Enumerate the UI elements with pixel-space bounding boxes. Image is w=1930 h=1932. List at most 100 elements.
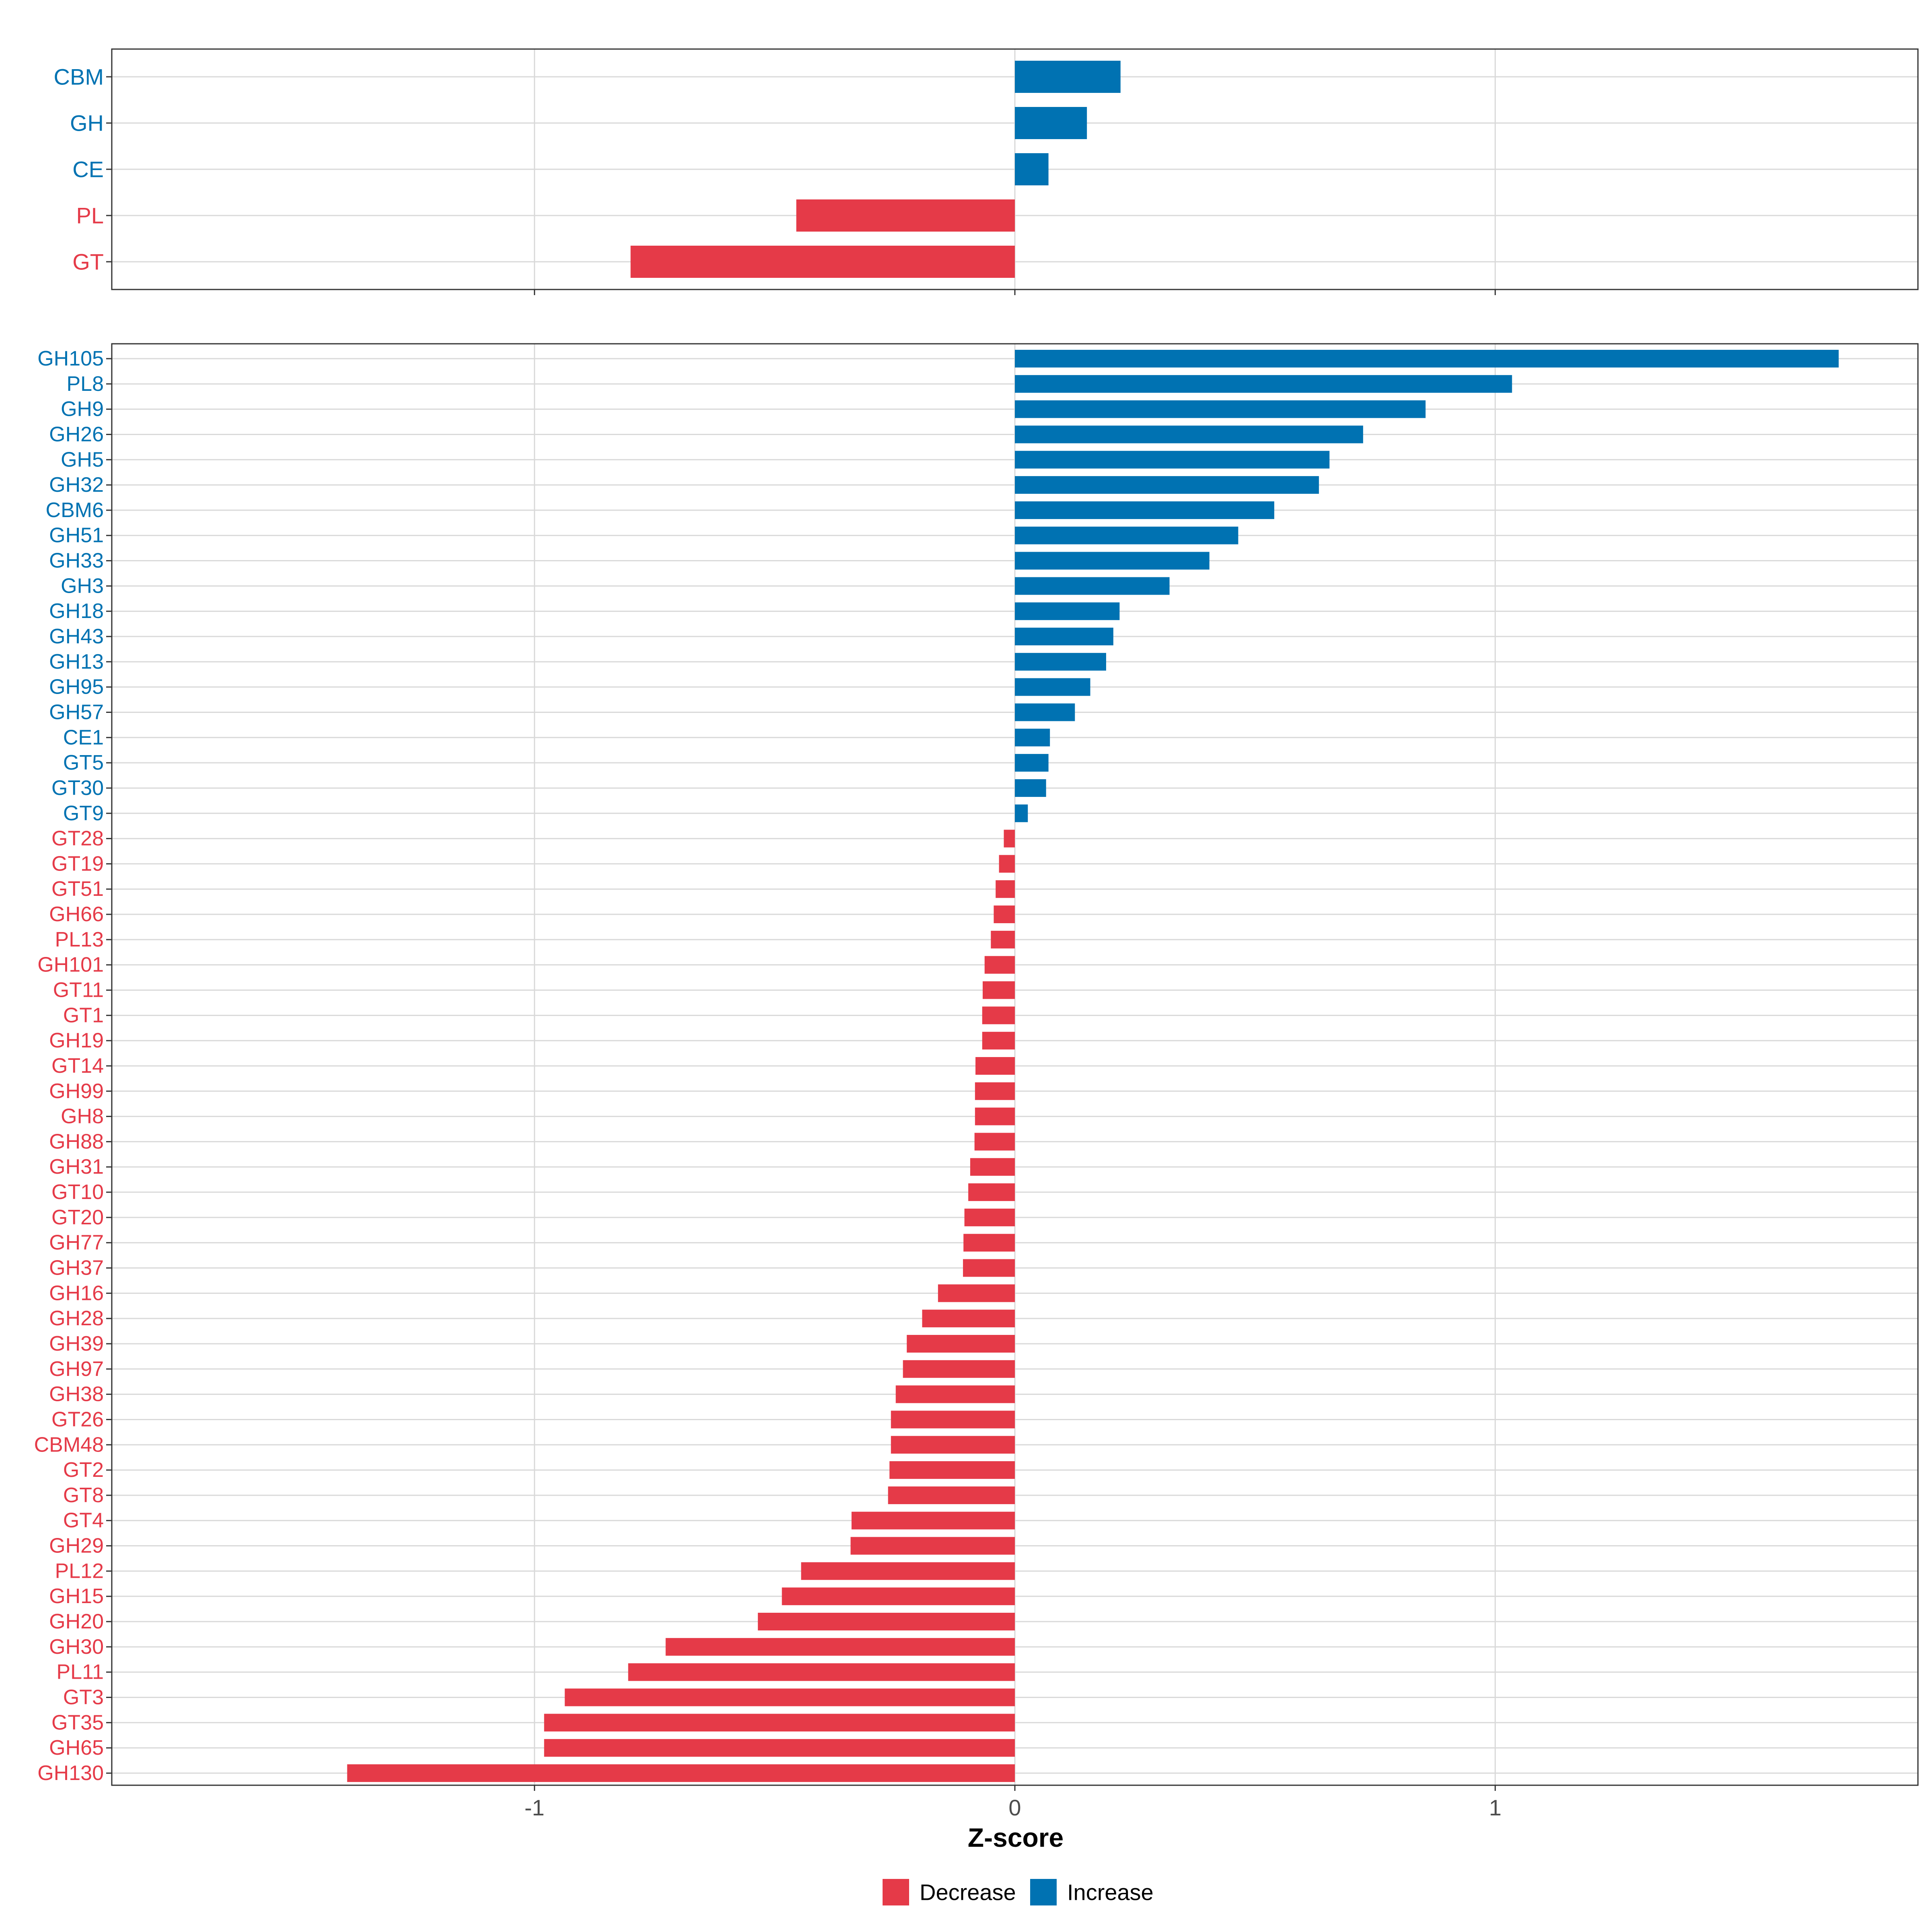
legend-key-increase	[1030, 1879, 1057, 1905]
bar-gt10	[968, 1183, 1015, 1201]
bar-gt5	[1015, 754, 1049, 772]
category-label: GH8	[61, 1105, 104, 1128]
category-label: GT28	[51, 827, 104, 850]
bar-gh9	[1015, 400, 1426, 418]
bar-pl12	[801, 1562, 1015, 1580]
category-label: GH26	[49, 423, 104, 446]
bar-ce	[1015, 153, 1049, 185]
bar-gh13	[1015, 653, 1106, 671]
bar-gt28	[1004, 829, 1015, 848]
bar-ce1	[1015, 729, 1050, 747]
x-axis: -1 0 1	[524, 1795, 1501, 1820]
bar-cbm6	[1015, 501, 1275, 519]
category-label: GH38	[49, 1383, 104, 1406]
bar-gh66	[994, 905, 1015, 924]
category-label: GH5	[61, 448, 104, 471]
category-label: GH31	[49, 1155, 104, 1178]
category-label: GT5	[63, 751, 104, 774]
category-label: GH95	[49, 675, 104, 699]
bar-pl	[796, 199, 1015, 232]
category-label: PL11	[56, 1661, 104, 1684]
bar-gh101	[984, 956, 1015, 974]
category-label: GH33	[49, 549, 104, 573]
category-label: GH88	[49, 1130, 104, 1153]
category-label: GH28	[49, 1307, 104, 1330]
category-label: CE1	[63, 726, 104, 749]
bar-gh130	[347, 1764, 1015, 1782]
category-label: GH32	[49, 473, 104, 497]
bar-gt51	[996, 880, 1015, 898]
category-label: GT2	[63, 1458, 104, 1482]
category-label: GH101	[37, 953, 104, 977]
bar-gh3	[1015, 577, 1170, 595]
x-tick-label: -1	[524, 1795, 544, 1820]
bar-cbm48	[891, 1436, 1015, 1454]
bar-pl13	[991, 930, 1015, 949]
bar-gh19	[982, 1032, 1015, 1050]
bar-gt26	[891, 1411, 1015, 1429]
category-label: GT30	[51, 776, 104, 800]
bar-gt3	[565, 1688, 1015, 1706]
bar-gh20	[758, 1613, 1015, 1630]
bar-gh105	[1015, 350, 1839, 368]
bar-pl8	[1015, 375, 1512, 393]
bar-gt	[630, 246, 1015, 278]
category-label: GH29	[49, 1534, 104, 1558]
bar-gh29	[850, 1537, 1015, 1555]
category-label: GH77	[49, 1231, 104, 1254]
category-label: CE	[72, 157, 104, 182]
bar-gt35	[544, 1714, 1015, 1732]
category-label: PL	[76, 203, 104, 228]
legend-key-decrease	[883, 1879, 909, 1905]
category-label: GT9	[63, 802, 104, 825]
category-label: GH97	[49, 1357, 104, 1381]
bar-gh5	[1015, 451, 1330, 469]
bar-gt9	[1015, 804, 1028, 822]
category-label: CBM	[54, 64, 104, 90]
category-label: GH9	[61, 398, 104, 421]
bar-gh30	[665, 1638, 1015, 1656]
category-label: GH66	[49, 903, 104, 926]
bar-gh8	[975, 1107, 1015, 1125]
x-tick-label: 1	[1489, 1795, 1501, 1820]
bar-gh57	[1015, 703, 1075, 721]
category-label: GH39	[49, 1332, 104, 1355]
bar-gh51	[1015, 526, 1238, 544]
category-label: PL12	[55, 1559, 104, 1583]
bar-gt14	[975, 1057, 1015, 1075]
bar-gh16	[938, 1284, 1015, 1302]
bar-gh88	[974, 1133, 1015, 1151]
x-tick-label: 0	[1008, 1795, 1021, 1820]
category-label: GT14	[51, 1054, 104, 1078]
bar-gh65	[544, 1739, 1015, 1757]
legend: Decrease Increase	[883, 1879, 1154, 1905]
x-axis-title: Z-score	[968, 1823, 1064, 1852]
bar-gh28	[922, 1310, 1015, 1328]
category-label: PL8	[66, 372, 104, 396]
bar-gt20	[964, 1208, 1015, 1226]
bar-gh32	[1015, 476, 1319, 494]
category-label: GH30	[49, 1635, 104, 1659]
bar-gh95	[1015, 678, 1090, 696]
category-label: CBM6	[46, 499, 104, 522]
category-label: GH19	[49, 1029, 104, 1052]
category-label: GH37	[49, 1257, 104, 1280]
category-label: GT3	[63, 1686, 104, 1709]
category-label: GH130	[37, 1762, 104, 1785]
bar-gt30	[1015, 779, 1046, 797]
category-label: GT10	[51, 1181, 104, 1204]
bar-gh15	[782, 1587, 1015, 1606]
bar-gh99	[975, 1082, 1015, 1100]
bar-gh	[1015, 107, 1087, 139]
category-label: GH20	[49, 1610, 104, 1633]
category-label: GT20	[51, 1206, 104, 1229]
bar-gh33	[1015, 552, 1209, 570]
bar-gh31	[970, 1158, 1015, 1176]
bar-gt1	[982, 1006, 1015, 1025]
category-label: GT26	[51, 1408, 104, 1431]
category-label: GT19	[51, 852, 104, 875]
category-label: GH	[70, 111, 104, 136]
category-label: GT35	[51, 1711, 104, 1734]
